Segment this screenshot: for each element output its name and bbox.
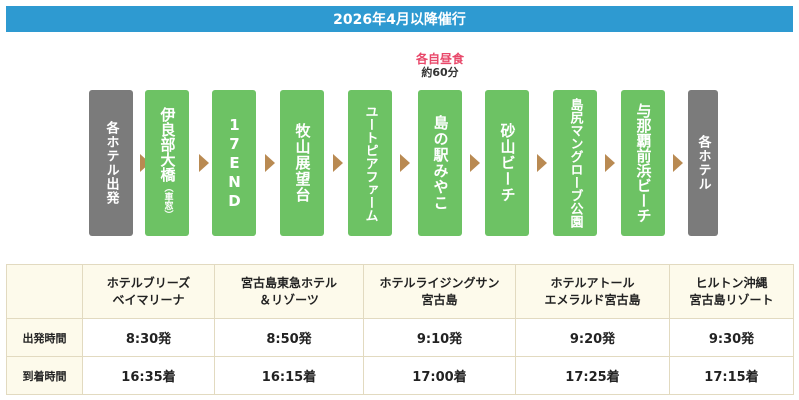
stop-irabu-bridge: 伊良部大橋 （車窓） — [145, 90, 189, 236]
arrival-time-cell: 17:25着 — [515, 356, 670, 395]
stop-shima-no-eki-miyako: 島の駅みやこ — [418, 90, 462, 236]
route-arrow — [333, 154, 343, 172]
hotel-header: 宮古島東急ホテル ＆リゾーツ — [214, 264, 364, 319]
lunch-title: 各自昼食 — [415, 52, 464, 66]
hotel-name-line2: ベイマリーナ — [112, 292, 185, 307]
route-arrow — [605, 154, 615, 172]
stop-label: 各ホテル — [695, 135, 711, 191]
table-header-row: ホテルブリーズ ベイマリーナ 宮古島東急ホテル ＆リゾーツ ホテルライジングサン… — [6, 264, 794, 319]
lunch-duration: 約60分 — [421, 66, 459, 79]
hotel-name-line1: ホテルライジングサン — [379, 275, 500, 290]
stop-17end: 17END — [212, 90, 256, 236]
stop-makiyama-observatory: 牧山展望台 — [280, 90, 324, 236]
schedule-table: ホテルブリーズ ベイマリーナ 宮古島東急ホテル ＆リゾーツ ホテルライジングサン… — [6, 264, 794, 395]
stop-sublabel: （車窓） — [162, 182, 173, 219]
stop-label: 島尻マングローブ公園 — [567, 98, 583, 228]
banner-title: 2026年4月以降催行 — [333, 12, 466, 28]
hotel-name-line2: 宮古島 — [421, 292, 458, 307]
stop-label: 島の駅みやこ — [431, 115, 450, 211]
stop-sunayama-beach: 砂山ビーチ — [485, 90, 529, 236]
stop-hotel-return: 各ホテル — [688, 90, 718, 236]
arrival-time-cell: 16:15着 — [214, 356, 364, 395]
route-arrow — [400, 154, 410, 172]
stop-label: 砂山ビーチ — [498, 123, 517, 203]
arrival-time-cell: 17:15着 — [669, 356, 794, 395]
stop-label: 各ホテル出発 — [103, 121, 119, 205]
stop-label: 牧山展望台 — [293, 123, 312, 203]
stop-utopia-farm: ユートピアファーム — [348, 90, 392, 236]
stop-label: 17END — [225, 115, 244, 211]
hotel-name-line2: ＆リゾーツ — [259, 292, 319, 307]
hotel-name-line1: ホテルブリーズ — [106, 275, 191, 290]
route-arrow — [537, 154, 547, 172]
route-arrow — [470, 154, 480, 172]
hotel-name-line1: ヒルトン沖縄 — [695, 275, 768, 290]
hotel-name-line2: 宮古島リゾート — [689, 292, 774, 307]
route-arrow — [673, 154, 683, 172]
row-label: 到着時間 — [6, 356, 83, 395]
stop-label: ユートピアファーム — [362, 104, 378, 222]
departure-time-cell: 9:10発 — [363, 318, 516, 357]
departure-time-cell: 8:50発 — [214, 318, 364, 357]
stop-yonaha-maehama-beach: 与那覇前浜ビーチ — [621, 90, 665, 236]
arrival-time-cell: 17:00着 — [363, 356, 516, 395]
table-row-arrival: 到着時間 16:35着 16:15着 17:00着 17:25着 17:15着 — [6, 356, 794, 395]
hotel-name-line1: ホテルアトール — [550, 275, 635, 290]
stop-label: 伊良部大橋 — [158, 106, 177, 182]
arrival-time-cell: 16:35着 — [82, 356, 215, 395]
hotel-name-line2: エメラルド宮古島 — [544, 292, 641, 307]
hotel-header: ホテルアトール エメラルド宮古島 — [515, 264, 670, 319]
route-arrow — [265, 154, 275, 172]
hotel-header: ホテルライジングサン 宮古島 — [363, 264, 516, 319]
departure-time-cell: 8:30発 — [82, 318, 215, 357]
hotel-header: ホテルブリーズ ベイマリーナ — [82, 264, 215, 319]
route-arrow — [199, 154, 209, 172]
stop-shimajiri-mangrove-park: 島尻マングローブ公園 — [553, 90, 597, 236]
departure-time-cell: 9:20発 — [515, 318, 670, 357]
departure-time-cell: 9:30発 — [669, 318, 794, 357]
row-label: 出発時間 — [6, 318, 83, 357]
date-banner: 2026年4月以降催行 — [6, 6, 793, 32]
hotel-name-line1: 宮古島東急ホテル — [240, 275, 337, 290]
stop-label: 与那覇前浜ビーチ — [634, 103, 653, 223]
table-corner-cell — [6, 264, 83, 319]
hotel-header: ヒルトン沖縄 宮古島リゾート — [669, 264, 794, 319]
lunch-note: 各自昼食 約60分 — [406, 52, 474, 79]
table-row-departure: 出発時間 8:30発 8:50発 9:10発 9:20発 9:30発 — [6, 318, 794, 357]
route-diagram: 各ホテル出発 伊良部大橋 （車窓） 17END 牧山展望台 ユートピアファーム … — [89, 52, 718, 236]
stop-hotel-departure: 各ホテル出発 — [89, 90, 133, 236]
